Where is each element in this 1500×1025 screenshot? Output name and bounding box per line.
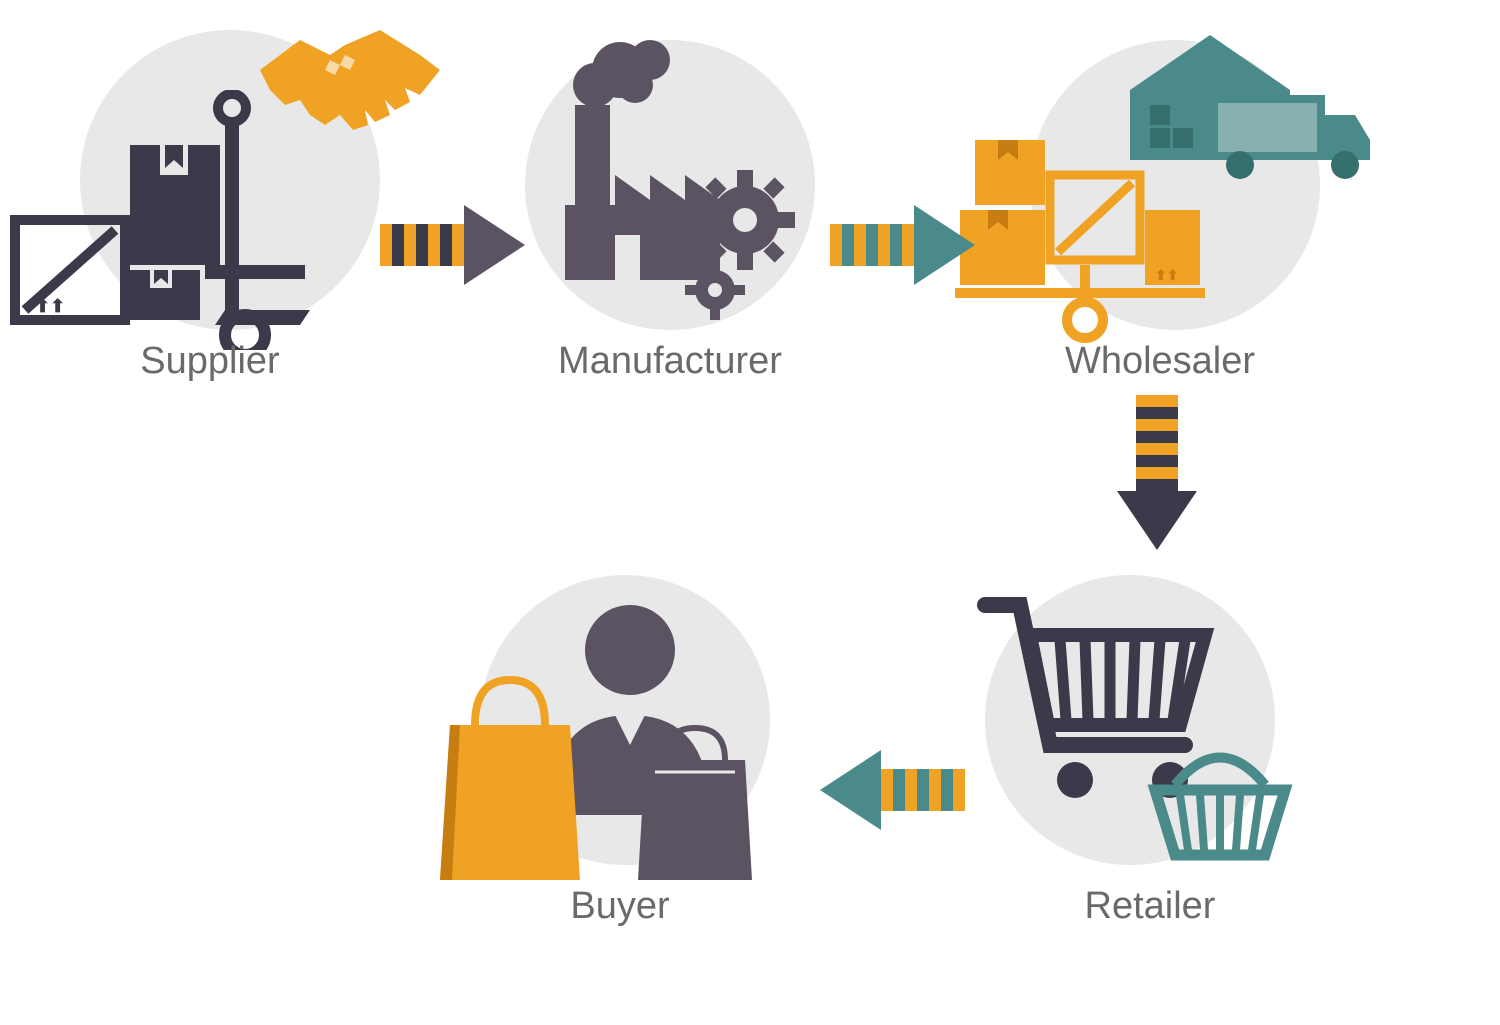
arrow-wholesaler-retailer: [1112, 395, 1202, 555]
label-manufacturer: Manufacturer: [520, 340, 820, 383]
boxes-cart-icon: ⬆⬆: [10, 90, 360, 350]
label-supplier: Supplier: [60, 340, 360, 383]
label-buyer: Buyer: [470, 885, 770, 928]
svg-text:⬆⬆: ⬆⬆: [35, 296, 65, 316]
arrow-supplier-manufacturer: [380, 200, 530, 290]
arrow-manufacturer-wholesaler: [830, 200, 980, 290]
shopping-bag-orange-icon: [430, 670, 590, 890]
shopping-bag-purple-icon: [630, 720, 760, 890]
arrow-retailer-buyer: [815, 745, 965, 835]
factory-icon: [520, 30, 820, 330]
label-retailer: Retailer: [1000, 885, 1300, 928]
boxes-pallet-icon: ⬆⬆: [950, 130, 1210, 350]
svg-text:⬆⬆: ⬆⬆: [1155, 267, 1178, 283]
basket-icon: [1140, 740, 1300, 870]
label-wholesaler: Wholesaler: [1010, 340, 1310, 383]
